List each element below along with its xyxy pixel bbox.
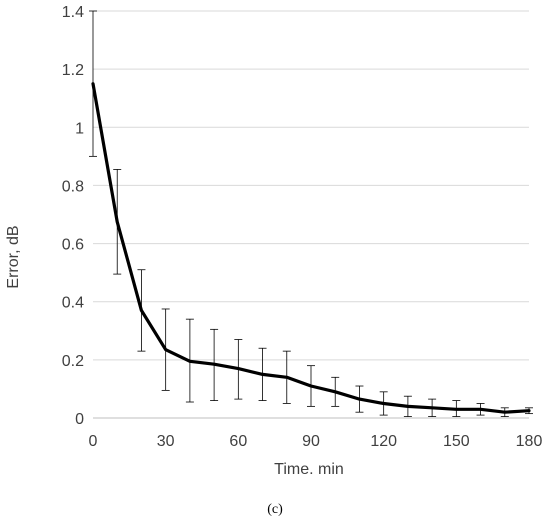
x-axis-title: Time. min	[274, 461, 344, 478]
y-tick-label: 0.8	[62, 178, 84, 195]
y-axis-tick-labels: 0 0.2 0.4 0.6 0.8 1 1.2 1.4	[62, 4, 84, 428]
y-tick-label: 1	[75, 120, 84, 137]
y-tick-label: 1.4	[62, 4, 84, 21]
x-tick-label: 30	[157, 433, 175, 450]
x-tick-label: 90	[302, 433, 320, 450]
x-tick-label: 180	[516, 433, 543, 450]
y-axis-title: Error, dB	[5, 225, 22, 288]
y-tick-label: 0.6	[62, 237, 84, 254]
x-tick-label: 60	[229, 433, 247, 450]
x-tick-label: 120	[370, 433, 397, 450]
x-axis-tick-labels: 0 30 60 90 120 150 180	[89, 433, 543, 450]
gridlines	[93, 10, 529, 361]
y-tick-label: 0.2	[62, 353, 84, 370]
x-tick-label: 0	[89, 433, 98, 450]
y-tick-label: 1.2	[62, 62, 84, 79]
panel-label: (c)	[267, 502, 283, 517]
error-bars	[89, 10, 533, 417]
x-tick-label: 150	[443, 433, 470, 450]
y-tick-label: 0	[75, 411, 84, 428]
y-tick-label: 0.4	[62, 295, 84, 312]
series-line	[91, 82, 531, 414]
